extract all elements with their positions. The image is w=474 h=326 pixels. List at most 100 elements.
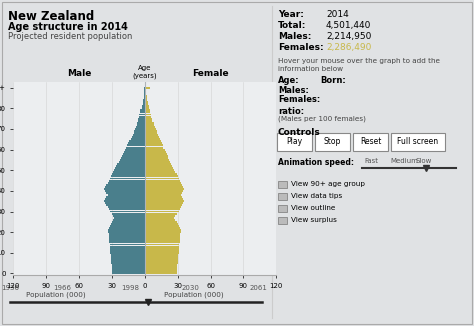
- Bar: [111, 256, 145, 258]
- Bar: [115, 167, 145, 169]
- Bar: [145, 155, 168, 157]
- Bar: [133, 134, 145, 136]
- Bar: [143, 99, 145, 101]
- Text: 2,214,950: 2,214,950: [326, 32, 371, 41]
- Text: Fast: Fast: [364, 158, 378, 164]
- Bar: [145, 254, 178, 256]
- Bar: [112, 173, 145, 175]
- Bar: [128, 142, 145, 144]
- Bar: [145, 161, 170, 163]
- Bar: [145, 163, 171, 165]
- Bar: [145, 262, 178, 264]
- Bar: [145, 184, 182, 185]
- Bar: [145, 252, 179, 254]
- Bar: [137, 124, 145, 126]
- Text: Stop: Stop: [324, 138, 341, 146]
- Text: Population (000): Population (000): [26, 291, 86, 298]
- Bar: [144, 97, 145, 99]
- Bar: [110, 245, 145, 247]
- Text: Hover your mouse over the graph to add the: Hover your mouse over the graph to add t…: [278, 58, 440, 64]
- Bar: [145, 180, 180, 182]
- Text: Age:: Age:: [278, 76, 300, 85]
- Bar: [134, 132, 145, 134]
- Text: information below: information below: [278, 66, 343, 72]
- Bar: [145, 124, 154, 126]
- Bar: [145, 95, 147, 97]
- Bar: [118, 163, 145, 165]
- Text: Born:: Born:: [320, 76, 346, 85]
- Bar: [111, 254, 145, 256]
- Bar: [145, 221, 177, 223]
- Text: Slow: Slow: [416, 158, 432, 164]
- Bar: [112, 213, 145, 215]
- Text: Year:: Year:: [278, 10, 304, 19]
- Bar: [145, 188, 184, 190]
- FancyBboxPatch shape: [278, 217, 287, 224]
- Text: 2030: 2030: [181, 285, 199, 291]
- Bar: [145, 258, 178, 260]
- Text: Population (000): Population (000): [164, 291, 223, 298]
- Bar: [144, 95, 145, 97]
- Bar: [108, 182, 145, 184]
- Bar: [112, 264, 145, 266]
- Bar: [145, 165, 172, 167]
- Bar: [105, 186, 145, 188]
- Bar: [145, 105, 149, 107]
- Bar: [127, 144, 145, 146]
- Bar: [109, 242, 145, 244]
- Bar: [109, 237, 145, 239]
- Bar: [145, 153, 167, 155]
- Bar: [145, 177, 179, 180]
- Bar: [145, 198, 183, 200]
- Bar: [145, 208, 180, 210]
- Bar: [112, 270, 145, 272]
- Text: New Zealand: New Zealand: [8, 10, 94, 23]
- Bar: [145, 192, 182, 194]
- Bar: [138, 120, 145, 122]
- Bar: [145, 99, 147, 101]
- Text: View data tips: View data tips: [291, 193, 342, 199]
- Bar: [142, 107, 145, 109]
- Bar: [122, 155, 145, 157]
- Bar: [145, 110, 150, 111]
- Bar: [145, 173, 177, 175]
- Bar: [121, 157, 145, 159]
- FancyBboxPatch shape: [278, 193, 287, 200]
- Bar: [107, 196, 145, 198]
- Text: Projected resident population: Projected resident population: [8, 32, 132, 41]
- Bar: [144, 93, 145, 95]
- Bar: [118, 161, 145, 163]
- Bar: [145, 144, 164, 146]
- Bar: [110, 244, 145, 245]
- Bar: [145, 113, 151, 115]
- Bar: [145, 149, 164, 151]
- Bar: [145, 157, 168, 159]
- Bar: [145, 229, 181, 231]
- Bar: [145, 196, 182, 198]
- Bar: [145, 264, 177, 266]
- Bar: [145, 270, 177, 272]
- Bar: [145, 118, 153, 120]
- Bar: [108, 231, 145, 233]
- Bar: [145, 260, 178, 262]
- Text: 1966: 1966: [53, 285, 71, 291]
- Text: (Males per 100 females): (Males per 100 females): [278, 115, 366, 122]
- Bar: [145, 151, 165, 153]
- Text: 2061: 2061: [249, 285, 267, 291]
- Bar: [145, 182, 181, 184]
- Bar: [145, 213, 177, 215]
- Bar: [145, 202, 183, 204]
- Bar: [145, 138, 160, 140]
- Text: Males:: Males:: [278, 32, 311, 41]
- Text: View 90+ age group: View 90+ age group: [291, 181, 365, 187]
- Bar: [145, 219, 175, 221]
- Bar: [110, 252, 145, 254]
- Bar: [145, 116, 151, 118]
- Bar: [145, 248, 179, 250]
- Bar: [145, 227, 180, 229]
- FancyBboxPatch shape: [278, 205, 287, 212]
- Bar: [145, 134, 158, 136]
- Text: 2,286,490: 2,286,490: [326, 43, 371, 52]
- Bar: [130, 138, 145, 140]
- Text: 1936: 1936: [1, 285, 19, 291]
